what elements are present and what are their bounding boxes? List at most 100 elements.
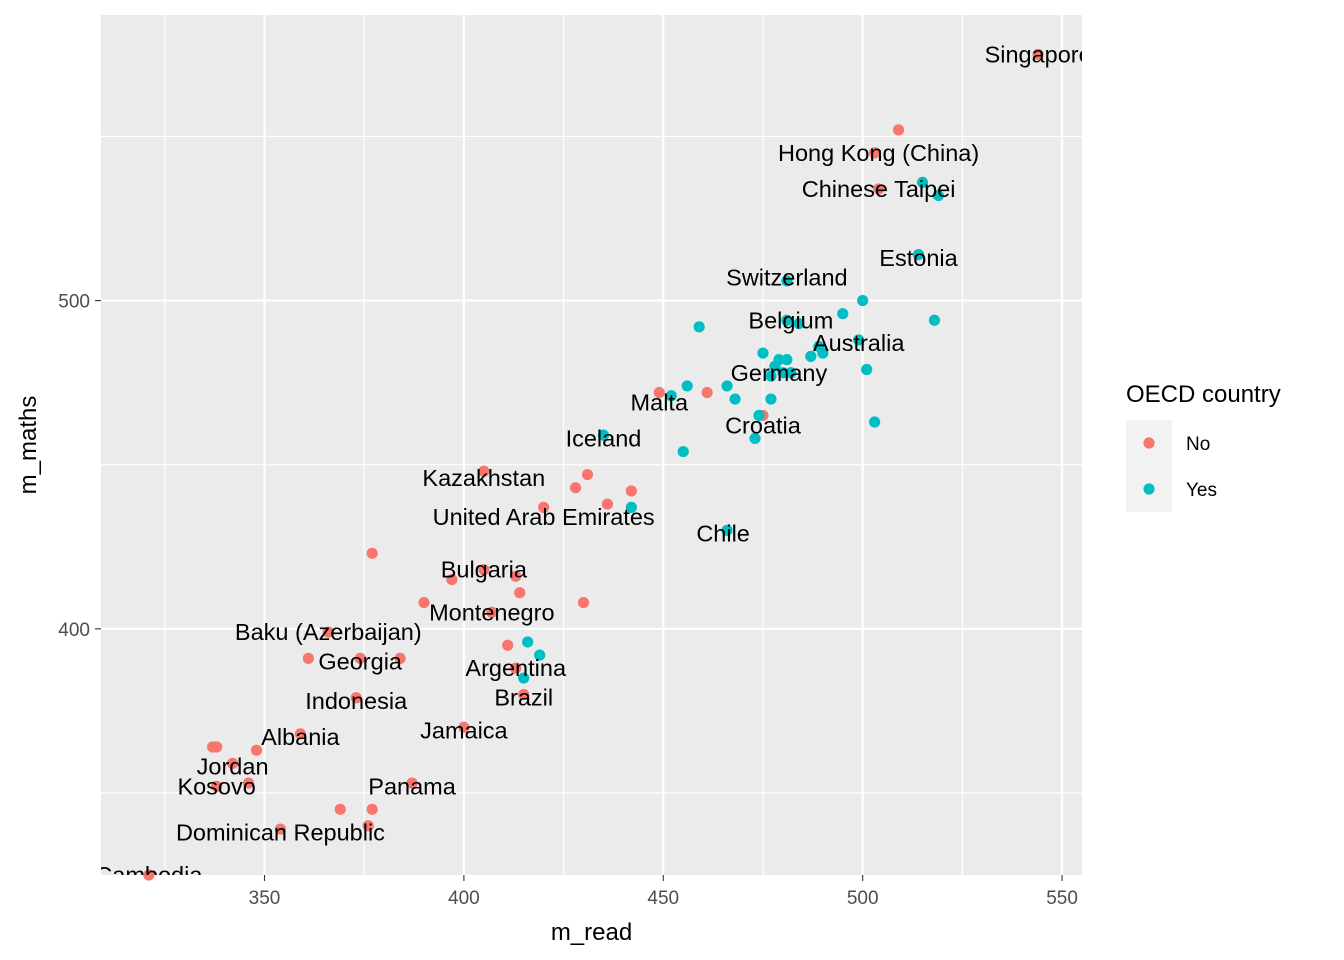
data-point-no [354, 652, 366, 664]
data-point-no [873, 183, 885, 195]
data-point-no [514, 587, 526, 599]
point-label: Chile [696, 521, 750, 547]
data-point-yes [932, 189, 945, 202]
data-point-no [294, 728, 306, 740]
point-label: Argentina [465, 655, 567, 681]
data-point-no [366, 803, 378, 815]
data-point-no [322, 626, 334, 638]
y-axis-title: m_maths [15, 396, 42, 495]
x-axis: 350 400 450 500 550 [249, 875, 1078, 909]
data-point-yes [928, 314, 941, 326]
y-tick-label: 500 [58, 292, 90, 313]
point-label: Belgium [748, 307, 833, 333]
data-point-no [334, 803, 346, 815]
legend-title: OECD country [1126, 381, 1281, 408]
x-tick-label: 400 [448, 888, 480, 909]
data-point-no [510, 570, 522, 582]
point-label: Switzerland [726, 265, 847, 291]
data-point-yes [677, 445, 689, 458]
data-point-no [274, 823, 287, 835]
data-point-yes [777, 367, 789, 379]
data-point-yes [857, 294, 869, 307]
data-point-yes [781, 354, 793, 366]
data-point-no [366, 547, 378, 559]
point-label: Montenegro [429, 599, 554, 625]
point-label: Jamaica [420, 718, 508, 744]
data-point-no [226, 757, 239, 769]
data-point-no [486, 606, 498, 619]
data-point-no [302, 652, 314, 664]
data-point-yes [853, 334, 865, 346]
point-label: Indonesia [305, 688, 408, 714]
data-point-yes [765, 370, 777, 382]
legend-label: Yes [1186, 480, 1217, 501]
data-point-no [458, 721, 470, 733]
point-label: Germany [731, 360, 828, 386]
legend-key-yes [1143, 483, 1155, 495]
data-point-no [478, 564, 490, 576]
point-label: Albania [261, 724, 340, 750]
data-point-yes [757, 347, 769, 359]
point-label: Panama [368, 773, 456, 799]
data-point-no [701, 386, 713, 399]
data-point-yes [805, 350, 817, 362]
data-point-no [418, 596, 430, 609]
point-label: Brazil [494, 685, 553, 711]
legend-key-no [1143, 437, 1155, 449]
point-label: Chinese Taipei [802, 176, 956, 202]
data-point-no [406, 777, 418, 789]
data-point-no [577, 596, 590, 609]
data-point-yes [765, 393, 777, 405]
x-tick-label: 350 [249, 888, 281, 909]
data-point-no [211, 780, 223, 792]
point-label: Georgia [318, 649, 403, 675]
data-point-yes [625, 501, 637, 513]
y-tick-label: 400 [58, 620, 90, 641]
data-point-yes [749, 432, 761, 445]
data-point-yes [665, 390, 677, 402]
data-point-yes [793, 317, 805, 330]
data-point-no [242, 777, 255, 789]
data-point-yes [781, 314, 793, 326]
data-point-yes [753, 409, 765, 422]
data-point-no [143, 869, 155, 881]
data-point-yes [534, 649, 546, 661]
data-point-no [502, 639, 514, 651]
data-point-yes [681, 380, 693, 392]
data-point-yes [769, 360, 781, 372]
data-point-no [510, 662, 522, 674]
data-point-no [350, 692, 362, 704]
y-axis: 400 500 [58, 292, 101, 641]
point-label: United Arab Emirates [433, 504, 655, 530]
point-label: Jordan [197, 754, 269, 780]
point-label: Hong Kong (China) [778, 140, 979, 166]
point-label: Baku (Azerbaijan) [235, 619, 422, 645]
point-label: Malta [631, 389, 689, 415]
data-point-yes [522, 636, 534, 648]
x-tick-label: 500 [847, 888, 879, 909]
data-point-no [478, 465, 490, 477]
data-point-no [538, 501, 550, 513]
data-point-yes [869, 416, 881, 428]
point-label: Croatia [725, 412, 802, 438]
point-label: Bulgaria [441, 557, 528, 583]
point-label: Estonia [879, 245, 958, 271]
x-tick-label: 550 [1046, 888, 1078, 909]
x-tick-label: 450 [647, 888, 679, 909]
data-point-yes [861, 363, 873, 376]
data-point-no [250, 744, 263, 756]
point-label: Australia [813, 330, 905, 356]
data-point-no [601, 498, 614, 510]
point-label: Kosovo [177, 773, 255, 799]
point-labels: Singapore Hong Kong (China) Chinese Taipei… [101, 41, 1082, 875]
data-point-no [394, 652, 406, 664]
data-point-no [569, 482, 582, 494]
data-point-no [653, 386, 665, 399]
data-point-yes [693, 321, 705, 333]
data-point-yes [781, 275, 793, 287]
data-point-yes [837, 308, 849, 320]
legend: OECD country No Yes [1126, 381, 1281, 512]
point-label: Kazakhstan [422, 465, 545, 491]
point-label: Dominican Republic [176, 819, 385, 845]
